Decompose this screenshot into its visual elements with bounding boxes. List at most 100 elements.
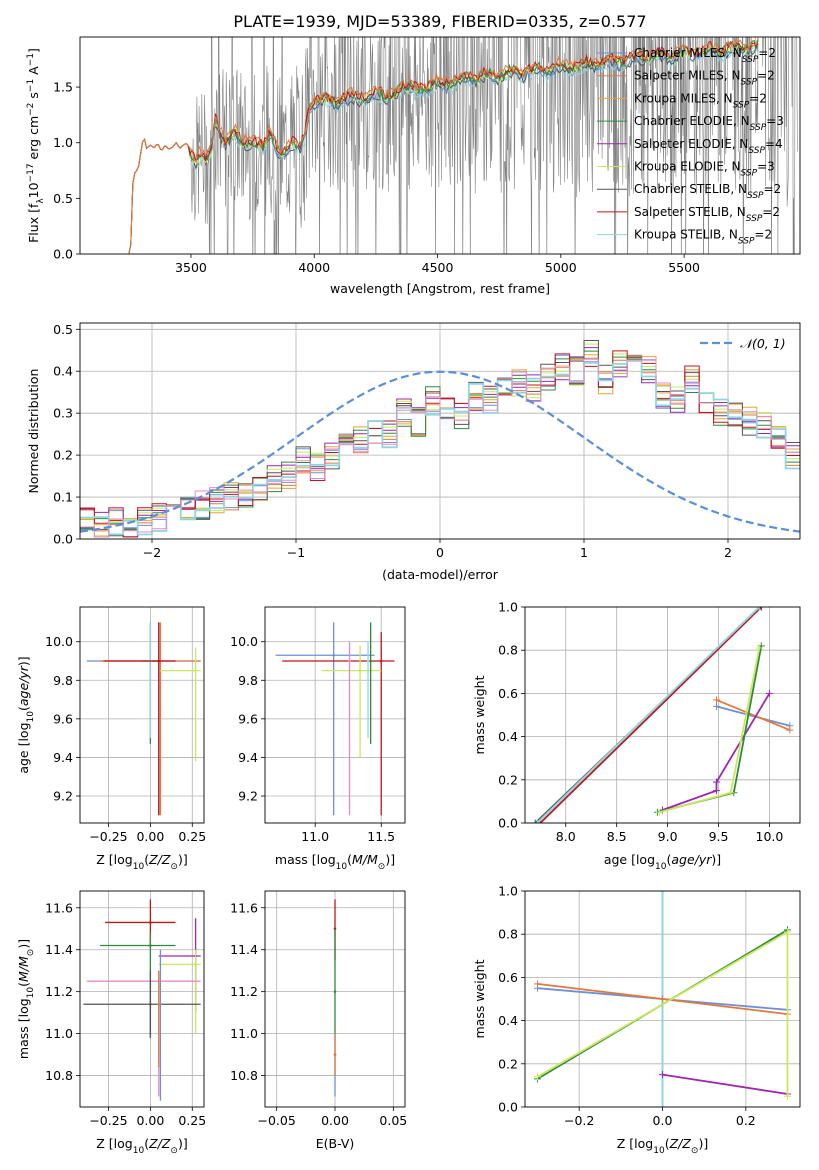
x-tick-label: 5000 — [545, 260, 577, 275]
y-tick-label: 0.8 — [498, 643, 518, 658]
weight-marker — [765, 689, 773, 697]
x-axis-label: wavelength [Angstrom, rest frame] — [330, 281, 550, 296]
label-part: Salpeter ELODIE, N — [634, 137, 748, 151]
data-point — [333, 1053, 337, 1056]
weight-line — [536, 607, 760, 823]
label-part: =2 — [764, 182, 782, 196]
label-part: )] — [178, 852, 188, 867]
y-tick-label: 9.2 — [53, 789, 73, 804]
weight-line — [716, 699, 791, 731]
x-tick-label: 4000 — [298, 260, 330, 275]
x-tick-label: −0.2 — [564, 1113, 594, 1128]
y-tick-label: 1.0 — [498, 884, 518, 899]
label-part: ( — [347, 852, 352, 867]
label-part: ⊙ — [378, 862, 386, 872]
data-point — [149, 1002, 152, 1006]
gaussian-curve — [79, 370, 801, 533]
y-tick-label: 11.2 — [230, 984, 258, 999]
label-part: ( — [666, 852, 671, 867]
label-part: M/M — [16, 956, 31, 982]
weight-marker — [659, 891, 666, 895]
weight-line — [662, 1073, 788, 1095]
label-part: −1 — [26, 79, 36, 92]
y-axis-label: age [log10(age/yr)] — [16, 656, 36, 773]
label-part: =3 — [757, 160, 775, 174]
y-tick-label: 0.0 — [53, 247, 73, 262]
label-part: Salpeter STELIB, N — [634, 205, 746, 219]
y-tick-label: 11.0 — [230, 1026, 258, 1041]
label-part: E(B-V) — [316, 1136, 355, 1151]
label-part: Chabrier ELODIE, N — [634, 114, 750, 128]
x-tick-label: 3500 — [175, 260, 207, 275]
x-axis-label: age [log10(age/yr)] — [604, 852, 721, 872]
label-part: 10 — [133, 862, 145, 872]
x-tick-label: −0.05 — [258, 1113, 296, 1128]
data-point — [194, 669, 197, 672]
label-part: Z [log — [96, 1136, 132, 1151]
figure-title: PLATE=1939, MJD=53389, FIBERID=0335, z=0… — [233, 12, 647, 31]
panel-age-vs-mass: 11.0 11.5 9.2 9.4 9.6 9.8 10.0 mass [log10(M/M⊙… — [230, 606, 406, 872]
y-tick-label: 0.6 — [498, 686, 518, 701]
label-part: erg cm — [26, 116, 41, 164]
weight-marker — [712, 787, 720, 795]
y-tick-label: 0.8 — [498, 927, 518, 942]
weight-marker — [755, 644, 763, 652]
legend-label: Chabrier STELIB, NSSP=2 — [634, 182, 781, 201]
y-tick-label: 9.6 — [238, 711, 258, 726]
label-part: 10 — [133, 1146, 145, 1156]
label-part: ⊙ — [170, 862, 178, 872]
label-part: Kroupa MILES, N — [634, 91, 733, 105]
legend-label: Kroupa STELIB, NSSP=2 — [634, 228, 772, 247]
label-part: ⊙ — [26, 949, 36, 957]
y-tick-label: 0.2 — [498, 772, 518, 787]
legend-label: Salpeter MILES, NSSP=2 — [634, 69, 775, 88]
x-tick-label: 8.0 — [556, 829, 576, 844]
label-part: ( — [144, 1136, 149, 1151]
label-part: ⊙ — [170, 1146, 178, 1156]
observed-spectrum — [190, 37, 798, 254]
x-tick-label: −2 — [143, 545, 161, 560]
plot-frame — [79, 36, 801, 255]
label-part: 10 — [26, 711, 36, 723]
label-part: 10 — [655, 862, 667, 872]
label-part: )] — [16, 939, 31, 949]
y-tick-label: 9.2 — [238, 789, 258, 804]
label-part: )] — [16, 656, 31, 666]
model-miles_salpeter — [126, 37, 759, 254]
y-axis-label: Normed distribution — [26, 369, 41, 494]
label-part: =4 — [765, 137, 783, 151]
y-tick-label: 9.6 — [53, 711, 73, 726]
weight-marker — [655, 808, 663, 816]
label-part: λ — [36, 198, 46, 204]
y-axis-label: mass weight — [472, 675, 487, 754]
label-part: 10 — [336, 862, 348, 872]
histogram-elodie_chabrier — [80, 350, 800, 530]
label-part: Z/Z — [148, 852, 171, 867]
y-tick-label: 1.0 — [53, 135, 73, 150]
y-tick-label: 0.4 — [53, 364, 73, 379]
label-part: Flux [f — [26, 203, 41, 243]
label-part: SSP — [746, 214, 763, 224]
label-part: age/yr — [671, 852, 712, 867]
weight-marker — [659, 995, 666, 1003]
label-part: ( — [665, 1136, 670, 1151]
label-part: age/yr — [16, 665, 31, 706]
label-part: Z [log — [96, 852, 132, 867]
label-part: )] — [698, 1136, 708, 1151]
panel-spectrum: 3500 4000 4500 5000 5500 0.0 0.5 1.0 1.5 waveleng… — [26, 36, 801, 296]
legend-label: Salpeter ELODIE, NSSP=4 — [634, 137, 783, 156]
weight-marker — [534, 980, 541, 988]
legend-label: Kroupa MILES, NSSP=2 — [634, 91, 767, 110]
data-point — [366, 659, 370, 663]
panel-mass-vs-ebv: −0.05 0.00 0.05 10.8 11.0 11.2 11.4 11.6 E(B-V) — [230, 890, 407, 1151]
label-part: )] — [385, 852, 395, 867]
y-tick-label: 0.0 — [498, 816, 518, 831]
label-part: =2 — [758, 46, 776, 60]
x-tick-label: 4500 — [422, 260, 454, 275]
x-tick-label: 2 — [724, 545, 732, 560]
y-tick-label: 10.8 — [230, 1068, 258, 1083]
data-point — [348, 659, 351, 663]
y-axis-label: mass [log10(M/M⊙)] — [16, 939, 36, 1059]
